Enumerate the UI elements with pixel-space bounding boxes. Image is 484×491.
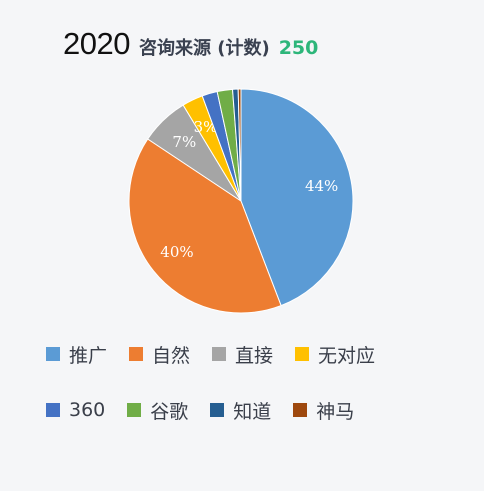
pie-slice-0 bbox=[240, 88, 354, 307]
data-label-2: 7% bbox=[172, 133, 196, 151]
legend-swatch bbox=[129, 347, 144, 361]
pie-slice-7 bbox=[237, 88, 242, 202]
legend-swatch bbox=[212, 347, 227, 361]
legend-swatch bbox=[46, 403, 60, 417]
legend-item-6: 知道 bbox=[210, 396, 271, 424]
pie-slice-1 bbox=[128, 138, 282, 314]
chart-legend: 推广 自然 直接 无对应 360 谷歌 知道 神马 bbox=[46, 340, 466, 424]
legend-item-5: 谷歌 bbox=[127, 396, 188, 424]
year-label: 2020 bbox=[63, 26, 130, 61]
pie-chart: 44% 40% 7%3% bbox=[128, 88, 354, 314]
data-label-3: 3% bbox=[194, 118, 218, 136]
legend-item-0: 推广 bbox=[46, 340, 107, 368]
legend-item-7: 神马 bbox=[293, 396, 354, 424]
legend-label: 推广 bbox=[69, 344, 108, 367]
legend-label: 谷歌 bbox=[150, 400, 189, 423]
legend-item-2: 直接 bbox=[212, 340, 273, 368]
legend-item-1: 自然 bbox=[129, 340, 190, 368]
chart-header: 2020 咨询来源 (计数) 250 bbox=[63, 26, 318, 62]
data-label-0: 44% bbox=[305, 177, 338, 195]
legend-label: 神马 bbox=[316, 400, 355, 423]
legend-swatch bbox=[293, 403, 308, 417]
chart-title: 咨询来源 (计数) bbox=[138, 38, 270, 59]
legend-label: 自然 bbox=[152, 344, 191, 367]
legend-label: 直接 bbox=[235, 344, 274, 367]
legend-swatch bbox=[295, 347, 310, 361]
legend-item-3: 无对应 bbox=[295, 340, 375, 368]
legend-label: 360 bbox=[69, 399, 106, 421]
data-label-1: 40% bbox=[160, 243, 193, 261]
legend-swatch bbox=[46, 347, 60, 361]
legend-label: 知道 bbox=[233, 400, 272, 423]
total-count: 250 bbox=[278, 37, 319, 59]
legend-swatch bbox=[210, 403, 225, 417]
legend-label: 无对应 bbox=[318, 344, 376, 367]
legend-swatch bbox=[127, 403, 142, 417]
legend-item-4: 360 bbox=[46, 396, 105, 424]
